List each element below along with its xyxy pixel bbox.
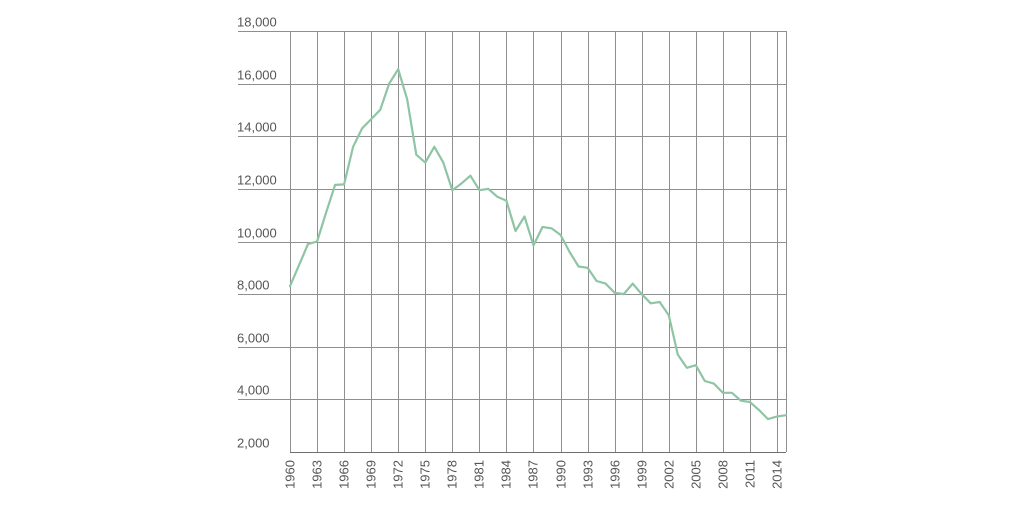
data-point	[559, 234, 562, 236]
data-point	[631, 282, 634, 285]
data-point	[658, 301, 661, 303]
data-point	[415, 153, 418, 156]
data-point	[523, 215, 526, 218]
data-point	[604, 282, 607, 285]
data-point	[424, 161, 427, 164]
data-point	[694, 364, 697, 367]
data-point	[685, 366, 688, 369]
data-point	[703, 380, 706, 382]
data-point	[785, 414, 787, 417]
data-point	[460, 182, 463, 185]
x-tick-label: 2014	[770, 460, 785, 489]
chart-series	[288, 68, 788, 421]
x-tick-label: 1963	[310, 460, 325, 489]
x-tick-label: 1978	[445, 460, 460, 489]
data-point	[586, 266, 589, 269]
x-tick-label: 1969	[364, 460, 379, 489]
y-tick-label: 10,000	[237, 226, 277, 241]
data-point	[496, 195, 499, 198]
y-tick-label: 4,000	[237, 383, 270, 398]
data-point	[325, 211, 327, 214]
data-point	[307, 243, 309, 246]
data-point	[758, 409, 760, 411]
x-tick-label: 1966	[337, 460, 352, 489]
data-point	[505, 199, 508, 202]
data-point	[397, 68, 400, 71]
x-tick-label: 1972	[391, 460, 406, 489]
x-tick-label: 2002	[662, 460, 677, 489]
data-point	[433, 145, 436, 148]
data-point	[595, 280, 598, 282]
y-tick-label: 14,000	[237, 120, 277, 135]
data-point	[514, 230, 517, 232]
data-point	[289, 285, 291, 288]
x-tick-label: 1999	[635, 460, 650, 489]
data-point	[406, 98, 409, 101]
data-point	[388, 82, 391, 85]
data-point	[749, 401, 751, 403]
data-point	[469, 174, 472, 177]
x-tick-label: 1987	[526, 460, 541, 489]
x-tick-label: 1960	[283, 460, 298, 489]
x-tick-label: 1984	[499, 460, 514, 489]
data-point	[298, 264, 300, 267]
data-point	[451, 189, 454, 192]
y-tick-label: 18,000	[237, 15, 277, 30]
y-tick-label: 8,000	[237, 278, 270, 293]
data-point	[577, 265, 580, 268]
data-point	[334, 184, 336, 186]
chart-grid	[238, 31, 787, 454]
data-point	[541, 226, 544, 228]
data-point	[676, 353, 679, 356]
x-tick-label: 1975	[418, 460, 433, 489]
data-point	[767, 418, 769, 420]
data-point	[352, 145, 354, 148]
data-point	[379, 109, 382, 111]
data-point	[532, 244, 535, 247]
y-tick-label: 2,000	[237, 436, 270, 451]
y-tick-label: 12,000	[237, 173, 277, 188]
data-point	[722, 391, 724, 394]
data-point	[370, 118, 373, 120]
x-tick-label: 1981	[472, 460, 487, 489]
data-point	[640, 293, 643, 295]
data-point	[649, 302, 652, 305]
data-point	[568, 251, 571, 253]
data-point	[343, 183, 345, 186]
data-point	[442, 161, 445, 164]
data-point	[622, 293, 625, 295]
data-point	[613, 291, 616, 294]
data-point	[550, 227, 553, 230]
y-axis-tick-labels: 18,000 16,000 14,000 12,000 10,000 8,000 6,000…	[237, 15, 277, 451]
series-line	[288, 68, 788, 421]
y-tick-label: 6,000	[237, 331, 270, 346]
x-tick-label: 2005	[689, 460, 704, 489]
data-point	[740, 399, 742, 402]
x-tick-label: 2008	[716, 460, 731, 489]
data-point	[478, 189, 481, 192]
x-tick-label: 1990	[554, 460, 569, 489]
data-point	[776, 415, 778, 418]
x-tick-label: 1993	[581, 460, 596, 489]
data-point	[487, 188, 490, 190]
data-point	[316, 240, 318, 243]
x-tick-label: 1996	[608, 460, 623, 489]
x-axis-tick-labels: 1960 1963 1966 1969 1972 1975 1978 1981 1984 1987…	[283, 460, 785, 489]
data-point	[667, 314, 670, 317]
data-point	[361, 127, 363, 130]
data-point	[713, 382, 715, 385]
data-point	[731, 391, 733, 394]
x-tick-label: 2011	[743, 460, 758, 488]
y-tick-label: 16,000	[237, 68, 277, 83]
